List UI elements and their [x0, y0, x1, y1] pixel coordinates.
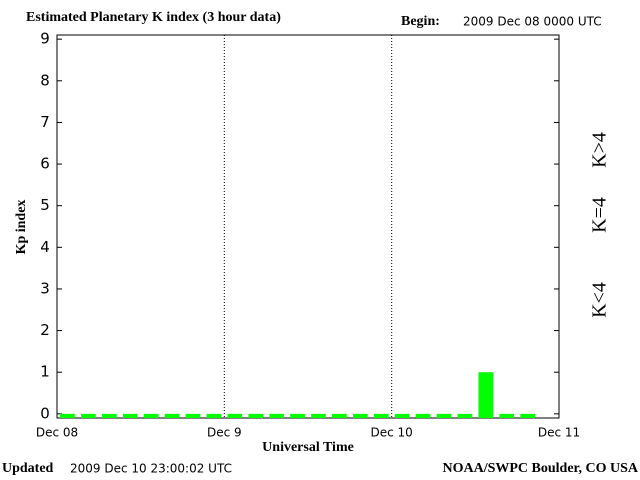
bar [394, 413, 410, 418]
y-tick-label: 1 [40, 363, 50, 381]
bar [164, 413, 180, 418]
begin-date: 2009 Dec 08 0000 UTC [463, 15, 602, 29]
bar [520, 413, 535, 418]
y-tick-label: 9 [40, 30, 50, 48]
legend-entry: K=4 [589, 197, 611, 233]
bar [478, 372, 494, 418]
y-tick-label: 2 [40, 321, 50, 339]
y-tick-label: 5 [40, 196, 50, 214]
legend-entry: K>4 [589, 132, 611, 168]
y-tick-label: 3 [40, 279, 50, 297]
bar [415, 413, 431, 418]
plot-frame [56, 34, 560, 419]
updated-date: 2009 Dec 10 23:00:02 UTC [70, 462, 232, 476]
x-tick-label: Dec 08 [36, 426, 78, 440]
bar [373, 413, 389, 418]
credit: NOAA/SWPC Boulder, CO USA [442, 461, 638, 476]
bar [81, 413, 96, 418]
y-tick-label: 6 [40, 155, 50, 173]
bar [499, 413, 515, 418]
x-tick-label: Dec 9 [207, 426, 242, 440]
legend-entry: K<4 [589, 282, 611, 318]
bar [352, 413, 368, 418]
bar [122, 413, 138, 418]
bar [290, 413, 305, 418]
chart-title: Estimated Planetary K index (3 hour data… [26, 10, 281, 25]
bar [185, 413, 201, 418]
x-axis-label: Universal Time [262, 440, 354, 455]
bar [332, 413, 347, 418]
y-axis-label: Kp index [14, 200, 29, 255]
bar [248, 413, 264, 418]
bar [206, 413, 222, 418]
bar [143, 413, 159, 418]
y-tick-label: 8 [40, 71, 50, 89]
bar [269, 413, 284, 418]
bar [227, 413, 243, 418]
bar [457, 413, 473, 418]
y-tick-label: 7 [40, 113, 50, 131]
x-tick-label: Dec 10 [371, 426, 413, 440]
y-tick-label: 4 [40, 238, 50, 256]
updated-label: Updated [2, 461, 54, 476]
begin-label: Begin: [401, 14, 440, 29]
y-tick-label: 0 [40, 404, 50, 422]
x-tick-label: Dec 11 [538, 426, 580, 440]
bar [436, 413, 452, 418]
bar [101, 413, 117, 418]
bar [60, 413, 75, 418]
bar [311, 413, 326, 418]
